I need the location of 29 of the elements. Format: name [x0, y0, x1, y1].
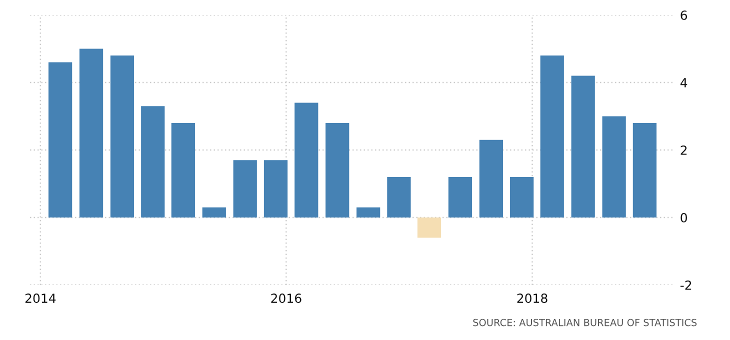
bar — [326, 123, 350, 218]
x-tick-label: 2016 — [271, 294, 302, 304]
bar — [294, 102, 318, 218]
bar — [48, 62, 72, 218]
bar — [141, 106, 165, 218]
bar — [171, 123, 195, 218]
y-tick-label: 4 — [680, 78, 688, 88]
bar — [356, 207, 380, 218]
bar — [510, 177, 534, 218]
y-tick-label: 6 — [680, 10, 688, 20]
bar — [602, 116, 626, 218]
x-tick-label: 2014 — [25, 294, 56, 304]
bar — [79, 48, 104, 218]
bar — [110, 56, 134, 218]
bar — [202, 207, 226, 218]
y-tick-label: -2 — [680, 280, 692, 290]
bar — [479, 140, 504, 218]
y-tick-label: 2 — [680, 145, 687, 155]
bar — [632, 123, 657, 218]
bar — [387, 177, 411, 218]
bar — [571, 76, 595, 218]
bar — [233, 160, 257, 218]
bar — [417, 218, 442, 238]
bar — [264, 160, 288, 218]
bar — [540, 56, 564, 218]
bar — [448, 177, 472, 218]
source-note: SOURCE: AUSTRALIAN BUREAU OF STATISTICS — [473, 318, 697, 326]
x-tick-label: 2018 — [517, 294, 548, 304]
y-tick-label: 0 — [680, 212, 687, 222]
